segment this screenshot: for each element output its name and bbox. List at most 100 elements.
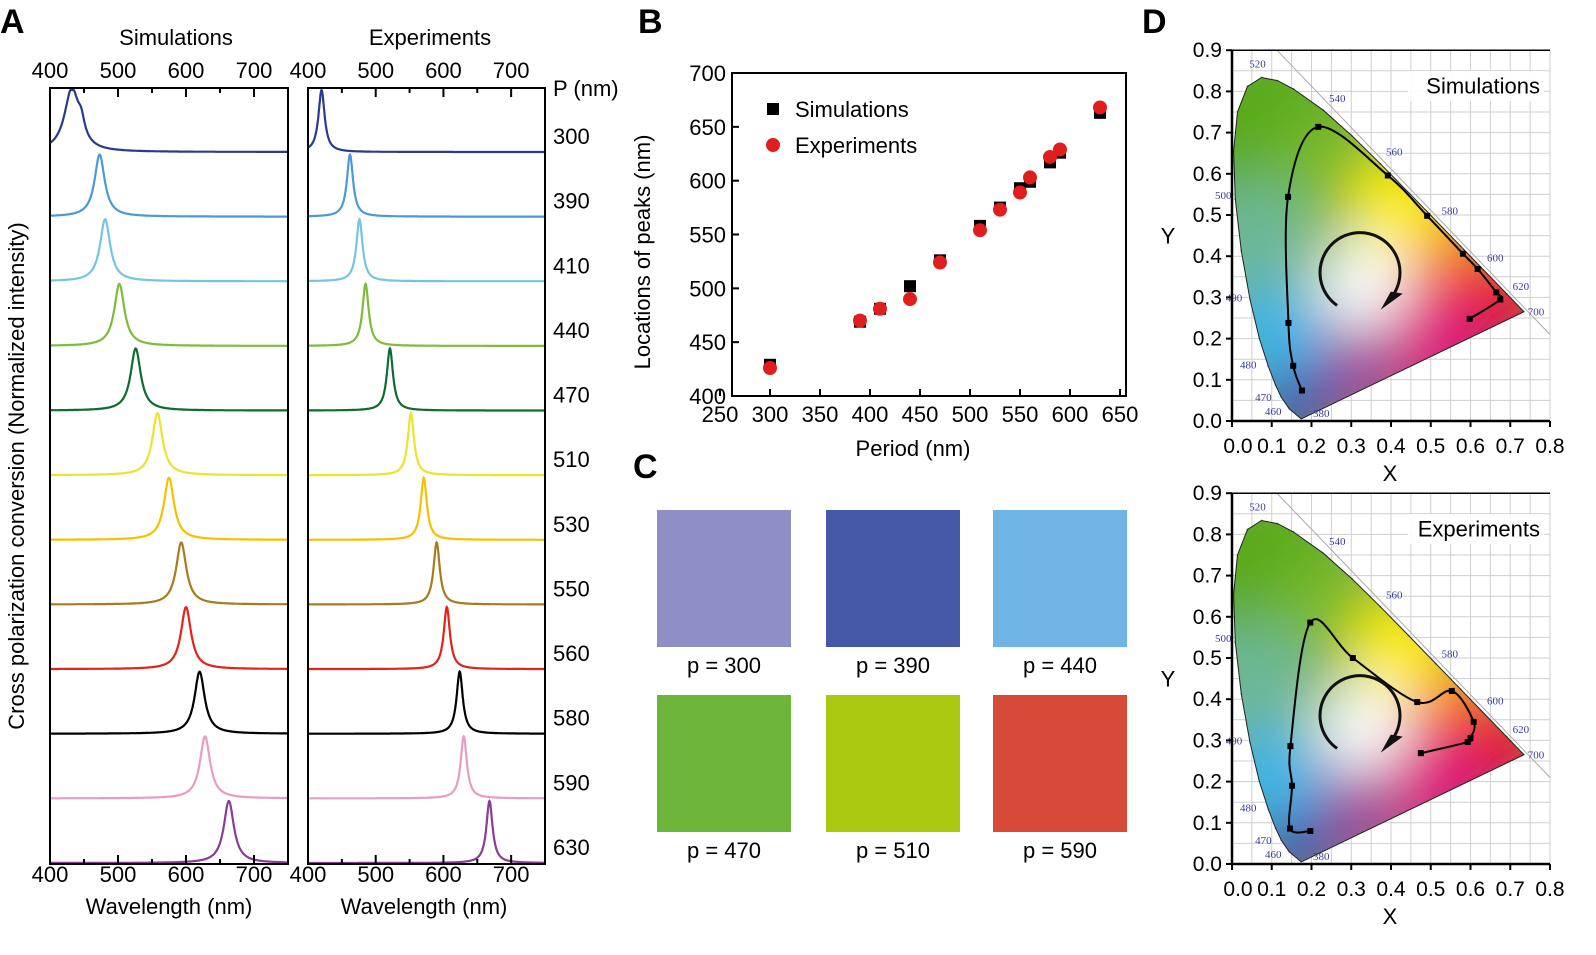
direction-arrow <box>1318 231 1402 307</box>
panel-a-frame <box>307 87 546 865</box>
wavelength-label: 380 <box>1313 851 1330 863</box>
spectrum-line-440 <box>50 282 288 347</box>
locus-tick <box>1517 304 1519 307</box>
x-tick-label: 0.0 <box>1223 878 1252 901</box>
locus-tick <box>1246 85 1249 88</box>
y-tick-label: 0.1 <box>1193 369 1222 392</box>
x-axis-label: X <box>1383 904 1398 929</box>
spectral-locus <box>1233 76 1525 420</box>
panel-label-a: A <box>0 3 25 41</box>
spectrum-line-630 <box>50 799 288 864</box>
x-tick-label: 0.6 <box>1456 878 1485 901</box>
data-point-experiments <box>973 223 987 238</box>
trajectory-point <box>1290 362 1297 369</box>
trajectory-point <box>1287 825 1294 832</box>
x-tick-label: 350 <box>802 402 839 427</box>
locus-tick <box>1274 384 1277 387</box>
spectrum-line-550 <box>308 540 545 606</box>
cie-plot-simulations: 380 460 470 480 490 500 520 540 560 580 600 620 700 0… <box>1161 39 1565 486</box>
swatch-label: p = 390 <box>856 653 930 678</box>
spectrum-line-410 <box>308 217 545 283</box>
spectrum-line-440 <box>308 281 545 347</box>
trajectory-point <box>1448 687 1455 694</box>
x-tick-label: 0.8 <box>1535 435 1564 458</box>
y-tick-label: 0.7 <box>1193 122 1222 145</box>
panel-a-exp-xlabel: Wavelength (nm) <box>341 894 508 919</box>
wavelength-label: 490 <box>1226 292 1243 304</box>
arrowhead-icon <box>1380 734 1403 753</box>
x-tick-label: 0.3 <box>1337 878 1366 901</box>
trajectory-point <box>1289 782 1296 789</box>
x-tick-label-top: 500 <box>357 58 394 83</box>
wavelength-label: 600 <box>1487 253 1504 265</box>
color-swatch <box>826 510 960 647</box>
locus-tick <box>1322 109 1325 112</box>
locus-tick <box>1260 76 1263 79</box>
x-tick-label-bottom: 400 <box>32 862 69 887</box>
x-tick-label-bottom: 500 <box>357 862 394 887</box>
locus-tick <box>1480 709 1483 712</box>
trajectory-point <box>1467 734 1474 741</box>
period-label: 440 <box>553 318 590 343</box>
trajectory-point <box>1298 387 1305 394</box>
wavelength-label: 520 <box>1249 58 1266 70</box>
y-tick-label: 0.4 <box>1193 688 1223 711</box>
x-tick-label: 0.0 <box>1223 435 1252 458</box>
panel-a-spectra: Simulations Experiments P (nm) Wavelengt… <box>4 25 619 919</box>
x-tick-label: 0.7 <box>1496 878 1525 901</box>
color-swatch <box>657 510 791 647</box>
spectrum-line-580 <box>50 670 288 735</box>
locus-tick <box>1434 219 1437 222</box>
trajectory-point <box>1287 743 1294 750</box>
y-tick-label: 0.0 <box>1193 410 1222 433</box>
y-tick-label: 450 <box>689 330 726 355</box>
wavelength-label: 700 <box>1528 750 1545 762</box>
locus-tick <box>1459 688 1462 691</box>
locus-tick <box>1267 808 1270 811</box>
trajectory-point <box>1424 212 1431 219</box>
x-tick-label-top: 500 <box>100 58 137 83</box>
panel-d-title: Experiments <box>1418 516 1540 541</box>
locus-tick <box>1276 79 1279 82</box>
wavelength-label: 620 <box>1513 724 1530 736</box>
period-label: 590 <box>553 770 590 795</box>
color-swatch <box>993 695 1127 832</box>
panel-a-row-header: P (nm) <box>553 76 619 101</box>
period-label: 560 <box>553 641 590 666</box>
locus-tick <box>1267 365 1270 368</box>
x-tick-label: 500 <box>952 402 989 427</box>
legend-label-experiments: Experiments <box>795 133 917 158</box>
x-tick-label-bottom: 400 <box>290 862 327 887</box>
wavelength-label: 520 <box>1249 501 1266 513</box>
swatch-label: p = 470 <box>687 838 761 863</box>
locus-tick <box>1480 266 1483 269</box>
y-tick-label: 0.3 <box>1193 729 1222 752</box>
data-point-experiments <box>763 361 777 376</box>
locus-tick <box>1240 250 1243 252</box>
x-tick-label: 600 <box>1052 402 1089 427</box>
color-blob <box>1233 180 1311 291</box>
arrowhead-icon <box>1380 291 1403 310</box>
trajectory-point <box>1285 319 1292 326</box>
spectrum-line-300 <box>308 88 545 154</box>
spectrum-line-560 <box>50 605 288 671</box>
wavelength-label: 460 <box>1265 849 1282 861</box>
locus-tick <box>1236 554 1239 556</box>
x-tick-label: 400 <box>852 402 889 427</box>
wavelength-label: 470 <box>1255 835 1272 847</box>
y-tick-label: 0.7 <box>1193 565 1222 588</box>
wavelength-label: 580 <box>1441 649 1458 661</box>
spectrum-line-510 <box>308 411 545 477</box>
locus-tick <box>1236 111 1239 113</box>
locus-tick <box>1517 747 1519 750</box>
locus-tick <box>1322 552 1325 555</box>
color-blob <box>1233 623 1311 734</box>
spectrum-line-390 <box>50 153 288 218</box>
wavelength-label: 480 <box>1240 359 1257 371</box>
title-backdrop <box>1408 514 1544 545</box>
purity-line <box>1276 492 1551 778</box>
locus-tick <box>1292 531 1295 533</box>
period-label: 300 <box>553 124 590 149</box>
locus-tick <box>1351 134 1353 137</box>
x-tick-label: 0.1 <box>1257 878 1286 901</box>
